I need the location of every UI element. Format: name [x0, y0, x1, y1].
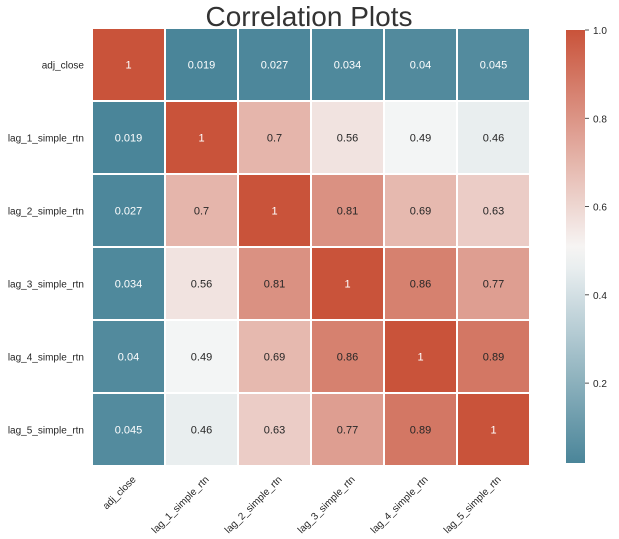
heatmap-cell — [93, 394, 164, 465]
heatmap-cell — [385, 102, 456, 173]
heatmap-cell-label: 0.49 — [410, 133, 431, 145]
heatmap-cell — [458, 248, 529, 319]
heatmap-cell — [239, 394, 310, 465]
heatmap-cell-label: 0.034 — [115, 279, 143, 291]
heatmap-cell-label: 0.034 — [334, 60, 362, 72]
heatmap-cell — [458, 102, 529, 173]
heatmap-cell-label: 0.027 — [115, 206, 143, 218]
heatmap-cell — [312, 175, 383, 246]
heatmap-cell-label: 0.04 — [410, 60, 431, 72]
heatmap-cell-label: 0.63 — [483, 206, 504, 218]
heatmap-cell — [93, 175, 164, 246]
heatmap-cell — [385, 248, 456, 319]
heatmap-cell-label: 0.04 — [118, 352, 139, 364]
heatmap-cell-label: 1 — [344, 279, 350, 291]
heatmap-cell-label: 0.019 — [188, 60, 216, 72]
colorbar-ticks: 0.2 0.4 0.6 0.8 1.0 — [585, 26, 607, 390]
heatmap-cell — [458, 321, 529, 392]
heatmap-cell-label: 0.86 — [410, 279, 431, 291]
heatmap-cell — [166, 248, 237, 319]
heatmap-cell-label: 0.56 — [191, 279, 212, 291]
colorbar-tick-label: 1.0 — [593, 26, 607, 37]
heatmap-cell-label: 1 — [198, 133, 204, 145]
heatmap-cell — [93, 248, 164, 319]
heatmap-cell-label: 0.045 — [115, 425, 143, 437]
heatmap-cell — [166, 321, 237, 392]
heatmap-cell-label: 0.045 — [480, 60, 508, 72]
heatmap-cell — [239, 102, 310, 173]
heatmap-cell-label: 0.63 — [264, 425, 285, 437]
heatmap-cell-label: 0.46 — [191, 425, 212, 437]
heatmap-cell — [312, 321, 383, 392]
heatmap-cell-label: 0.77 — [337, 425, 358, 437]
heatmap-cell — [166, 394, 237, 465]
heatmap-cell — [385, 394, 456, 465]
colorbar-tick-label: 0.2 — [593, 379, 607, 390]
heatmap-cell — [239, 175, 310, 246]
colorbar-tick-label: 0.4 — [593, 291, 607, 302]
heatmap-cell — [385, 175, 456, 246]
heatmap-cell-label: 0.7 — [267, 133, 282, 145]
y-tick-label: lag_1_simple_rtn — [8, 134, 84, 145]
heatmap-cell — [239, 29, 310, 100]
y-tick-label: lag_4_simple_rtn — [8, 353, 84, 364]
heatmap-cell — [458, 175, 529, 246]
heatmap-cell-label: 1 — [125, 60, 131, 72]
heatmap-cell — [385, 321, 456, 392]
heatmap-cell — [93, 321, 164, 392]
y-tick-label: lag_5_simple_rtn — [8, 426, 84, 437]
heatmap-cell — [312, 394, 383, 465]
heatmap-cell-label: 0.7 — [194, 206, 209, 218]
heatmap-cell — [239, 321, 310, 392]
heatmap-cell-label: 0.46 — [483, 133, 504, 145]
heatmap-cell-label: 0.69 — [264, 352, 285, 364]
heatmap-cell — [239, 248, 310, 319]
heatmap-cell-label: 0.69 — [410, 206, 431, 218]
heatmap-cell-label: 0.86 — [337, 352, 358, 364]
heatmap-cell-label: 0.019 — [115, 133, 143, 145]
heatmap-cell-label: 0.89 — [410, 425, 431, 437]
heatmap-cell — [312, 248, 383, 319]
heatmap-grid: 1 0.019 0.027 0.034 0.04 0.045 0.019 1 0.7 0.56 0.… — [93, 29, 529, 465]
y-tick-label: lag_2_simple_rtn — [8, 207, 84, 218]
heatmap-cell — [93, 102, 164, 173]
colorbar: 0.2 0.4 0.6 0.8 1.0 — [566, 26, 607, 463]
colorbar-tick-label: 0.6 — [593, 203, 607, 214]
heatmap-cell — [166, 175, 237, 246]
heatmap-cell — [312, 102, 383, 173]
heatmap-cell — [166, 102, 237, 173]
heatmap-cell-label: 0.89 — [483, 352, 504, 364]
heatmap-cell — [166, 29, 237, 100]
y-axis-tick-labels: adj_close lag_1_simple_rtn lag_2_simple_rt… — [8, 61, 85, 437]
heatmap-cell-label: 0.027 — [261, 60, 289, 72]
heatmap-cell-label: 1 — [417, 352, 423, 364]
chart-title: Correlation Plots — [206, 1, 413, 32]
y-tick-label: adj_close — [42, 61, 85, 72]
heatmap-cell — [312, 29, 383, 100]
colorbar-gradient — [566, 30, 585, 463]
heatmap-cell — [458, 29, 529, 100]
heatmap-cell-label: 1 — [271, 206, 277, 218]
heatmap-cell — [93, 29, 164, 100]
heatmap-cell — [385, 29, 456, 100]
y-tick-label: lag_3_simple_rtn — [8, 280, 84, 291]
heatmap-cell-label: 0.81 — [337, 206, 358, 218]
heatmap-cell-label: 0.56 — [337, 133, 358, 145]
colorbar-tick-label: 0.8 — [593, 114, 607, 125]
heatmap-cell-label: 1 — [490, 425, 496, 437]
heatmap-cell-label: 0.77 — [483, 279, 504, 291]
heatmap-cell — [458, 394, 529, 465]
heatmap-cell-label: 0.49 — [191, 352, 212, 364]
heatmap-cell-label: 0.81 — [264, 279, 285, 291]
